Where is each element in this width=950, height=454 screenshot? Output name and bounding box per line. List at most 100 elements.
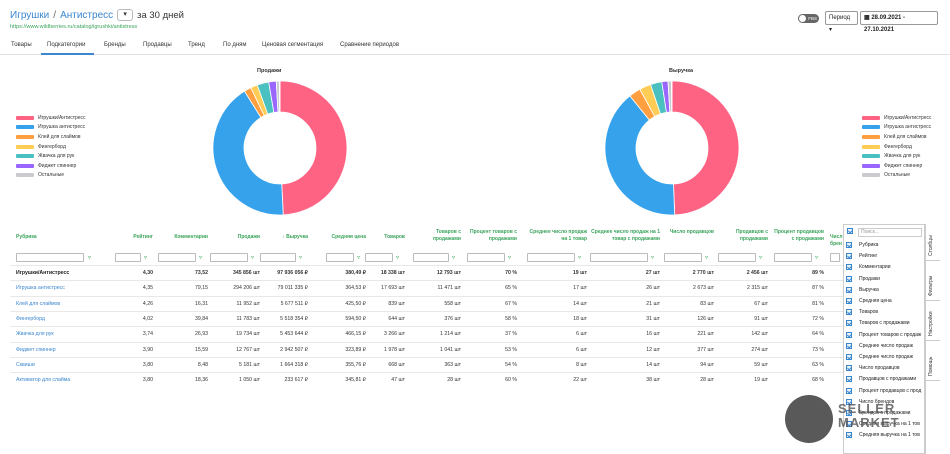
column-filter-input[interactable]	[467, 253, 505, 262]
date-range-button[interactable]: ▦ 28.09.2021 - 27.10.2021	[860, 11, 938, 33]
column-toggle-item[interactable]: Товаров с продажами	[846, 320, 910, 327]
column-header[interactable]: Товаров с продажами	[432, 229, 461, 242]
legend-item[interactable]: Игрушка антистресс	[862, 123, 932, 133]
table-cell[interactable]: Фиджет спиннер	[16, 346, 56, 353]
column-filter-input[interactable]	[158, 253, 196, 262]
donut-slice[interactable]	[671, 80, 740, 216]
column-checkbox[interactable]	[846, 320, 852, 327]
filter-icon[interactable]: ▿	[508, 255, 512, 261]
column-checkbox[interactable]	[846, 387, 852, 394]
column-filter-input[interactable]	[774, 253, 812, 262]
column-filter-input[interactable]	[718, 253, 756, 262]
column-header[interactable]: Числ брен	[830, 234, 843, 247]
table-row[interactable]: Клей для слаймов 4,26 16,31 11 952 шт 5 677 …	[10, 295, 843, 311]
breadcrumb-subcategory[interactable]: Антистресс	[60, 9, 114, 21]
table-row[interactable]: Игрушка антистресс 4,35 79,15 294 206 шт 79 …	[10, 280, 843, 295]
table-row[interactable]: Фингерборд 4,02 39,84 11 783 шт 5 518 354 ₽ 5…	[10, 310, 843, 326]
filter-icon[interactable]: ▿	[396, 255, 400, 261]
column-checkbox[interactable]	[846, 331, 852, 338]
category-dropdown-icon[interactable]: ▾	[117, 9, 134, 21]
side-tab[interactable]: Фильтры	[926, 264, 940, 301]
legend-item[interactable]: Фиджет спиннер	[16, 161, 86, 171]
column-filter-input[interactable]	[326, 253, 354, 262]
column-filter-input[interactable]	[527, 253, 575, 262]
donut-slice[interactable]	[212, 90, 284, 216]
filter-icon[interactable]: ▿	[578, 255, 582, 261]
donut-slice[interactable]	[278, 80, 281, 113]
legend-item[interactable]: Клей для слаймов	[16, 132, 86, 142]
column-header[interactable]: Среднее число продаж на 1 товар с продаж…	[591, 229, 660, 242]
column-checkbox[interactable]	[846, 342, 852, 349]
tab-by-days[interactable]: По дням	[223, 42, 247, 48]
column-toggle-item[interactable]: Продавцов с продажами	[846, 376, 916, 383]
column-header[interactable]: Число продавцов	[669, 229, 714, 235]
column-toggle-item[interactable]: Товаров	[846, 309, 878, 316]
legend-item[interactable]: Остальные	[16, 171, 86, 181]
filter-icon[interactable]: ▿	[199, 255, 203, 261]
column-toggle-item[interactable]: Брендов с продажами	[846, 410, 910, 416]
column-filter-input[interactable]	[664, 253, 702, 262]
legend-item[interactable]: Клей для слаймов	[862, 132, 932, 142]
period-select[interactable]: Период ▾	[825, 11, 858, 33]
column-header[interactable]: Продавцов с продажами	[735, 229, 768, 242]
column-toggle-item[interactable]: Комментарии	[846, 264, 891, 271]
column-filter-input[interactable]	[210, 253, 248, 262]
table-row[interactable]: Жвачка для рук 3,74 26,93 19 734 шт 5 453 64…	[10, 326, 843, 341]
column-toggle-item[interactable]: Процент товаров с продаж	[846, 331, 921, 338]
column-toggle-item[interactable]: Средняя цена	[846, 298, 892, 304]
column-header[interactable]: Рубрика	[16, 234, 37, 240]
side-tab[interactable]: Столбцы	[926, 224, 940, 261]
tab-sellers[interactable]: Продавцы	[143, 42, 172, 48]
legend-item[interactable]: Фингерборд	[862, 142, 932, 152]
column-checkbox[interactable]	[846, 421, 852, 428]
side-tab[interactable]: Настройки	[926, 304, 940, 341]
side-tab[interactable]: Помощь	[926, 344, 940, 381]
legend-item[interactable]: Жвачка для рук	[16, 151, 86, 161]
table-cell[interactable]: Фингерборд	[16, 315, 45, 322]
column-toggle-item[interactable]: Средняя выручка на 1 тов	[846, 432, 920, 439]
table-row[interactable]: Активатор для слайма 3,80 18,36 1 050 шт 233…	[10, 372, 843, 387]
column-checkbox[interactable]	[846, 253, 852, 260]
column-header[interactable]: Товаров	[384, 234, 405, 240]
column-checkbox[interactable]	[846, 298, 852, 304]
column-checkbox[interactable]	[846, 376, 852, 383]
donut-slice[interactable]	[604, 95, 676, 216]
column-toggle-item[interactable]: Рейтинг	[846, 253, 877, 260]
filter-icon[interactable]: ▿	[299, 255, 303, 261]
table-cell[interactable]: Игрушка антистресс	[16, 285, 65, 292]
column-checkbox[interactable]	[846, 398, 852, 405]
column-toggle-item[interactable]: Продажи	[846, 275, 880, 282]
legend-item[interactable]: Игрушка антистресс	[16, 123, 86, 133]
column-checkbox[interactable]	[846, 264, 852, 271]
legend-item[interactable]: Игрушки/Антистресс	[16, 113, 86, 123]
column-checkbox[interactable]	[846, 432, 852, 439]
table-row[interactable]: Сквиши 3,80 8,48 5 181 шт 1 664 318 ₽ 355,76 …	[10, 356, 843, 372]
tab-brands[interactable]: Бренды	[104, 42, 126, 48]
category-url[interactable]: https://www.wildberries.ru/catalog/igrus…	[10, 24, 138, 30]
column-toggle-item[interactable]: Процент продавцов с прод	[846, 387, 921, 394]
tab-subcategories[interactable]: Подкатегории	[47, 42, 86, 48]
select-all-checkbox[interactable]	[847, 228, 859, 237]
legend-item[interactable]: Остальные	[862, 171, 932, 181]
table-row[interactable]: Игрушки/Антистресс 4,30 73,52 345 856 шт 97 …	[10, 265, 843, 280]
column-toggle-item[interactable]: Среднее число продаж	[846, 354, 913, 360]
filter-icon[interactable]: ▿	[251, 255, 255, 261]
column-header[interactable]: ↓ Выручка	[282, 234, 308, 240]
column-header[interactable]: Комментарии	[174, 234, 208, 240]
column-header[interactable]: Средняя цена	[331, 234, 366, 240]
filter-icon[interactable]: ▿	[651, 255, 655, 261]
column-filter-input[interactable]	[115, 253, 141, 262]
column-header[interactable]: Среднее число продаж на 1 товар	[529, 229, 587, 242]
filter-icon[interactable]: ▿	[144, 255, 148, 261]
column-checkbox[interactable]	[846, 410, 852, 416]
donut-slice[interactable]	[279, 80, 348, 216]
filter-icon[interactable]: ▿	[759, 255, 763, 261]
filter-icon[interactable]: ▿	[705, 255, 709, 261]
filter-icon[interactable]: ▿	[88, 255, 92, 261]
table-cell[interactable]: Активатор для слайма	[16, 377, 71, 384]
column-toggle-item[interactable]: Выручка	[846, 286, 879, 293]
filter-icon[interactable]: ▿	[452, 255, 456, 261]
table-row[interactable]: Фиджет спиннер 3,90 15,59 12 767 шт 2 942 50…	[10, 341, 843, 357]
column-checkbox[interactable]	[846, 242, 852, 248]
column-toggle-item[interactable]: Число продавцов	[846, 365, 900, 372]
